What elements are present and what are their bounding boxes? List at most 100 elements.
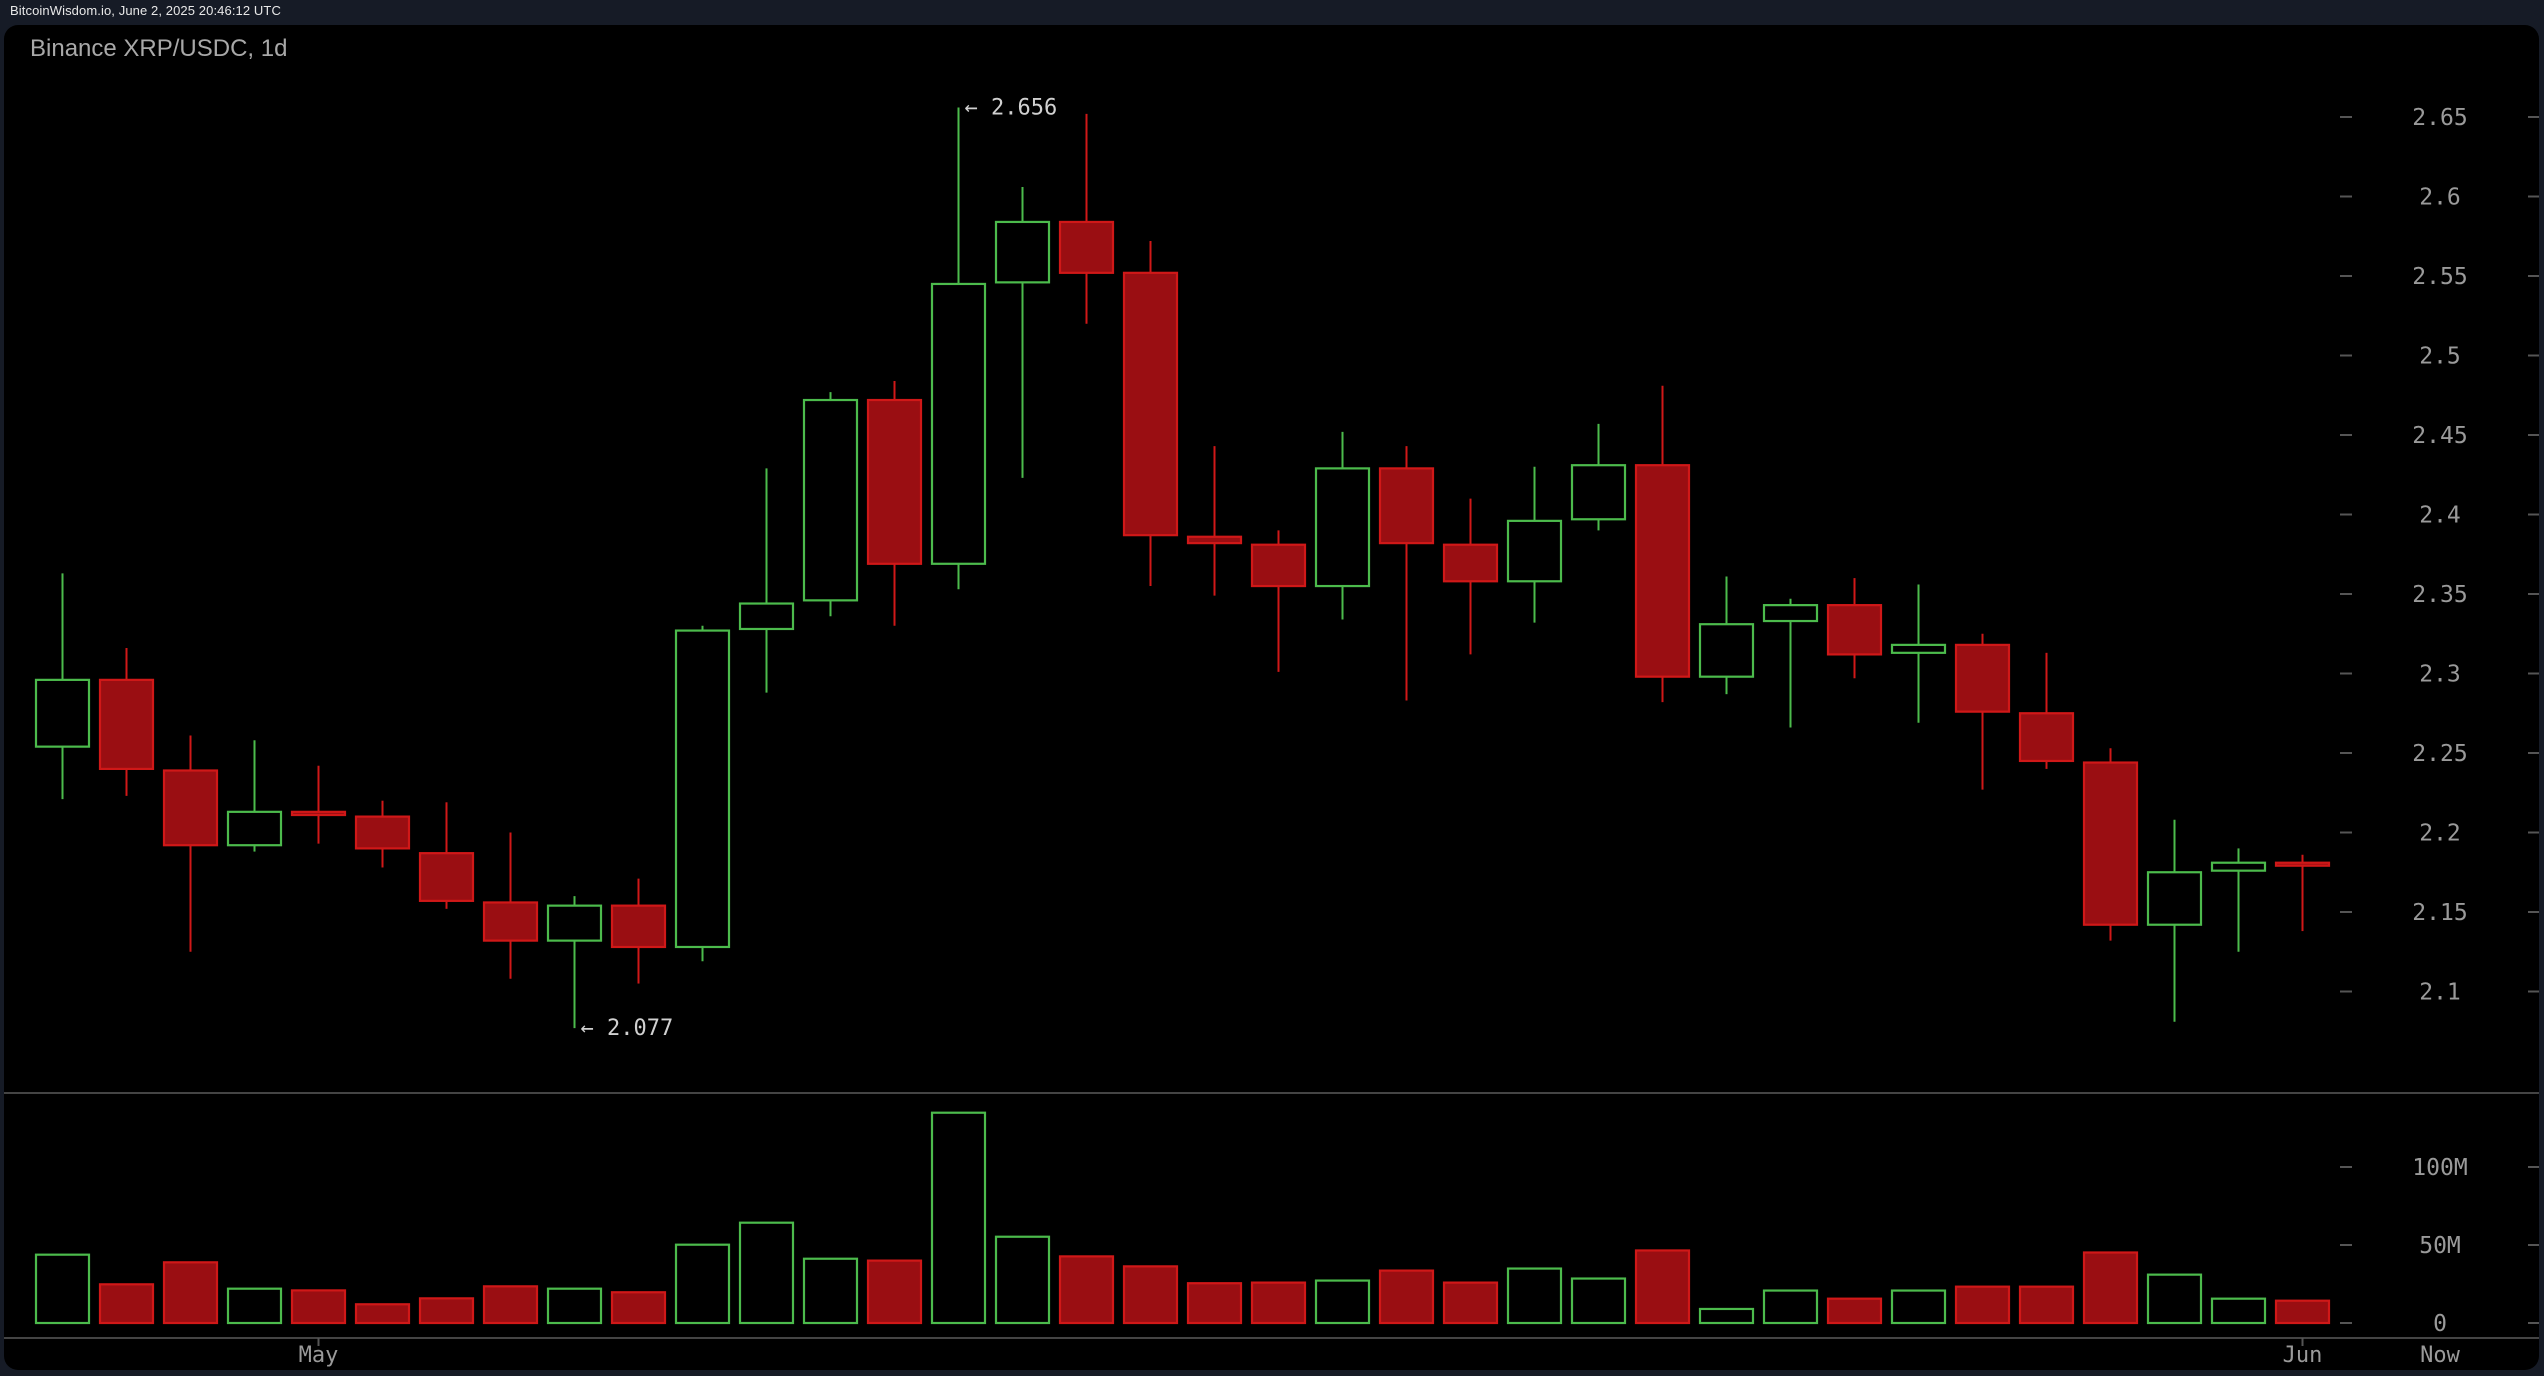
price-extreme-label: ← 2.077 [581,1016,674,1041]
volume-bar-down [2018,1285,2075,1325]
volume-bar-down [2274,1299,2331,1325]
volume-bar-down [1954,1285,2011,1325]
candle-up [34,573,91,800]
candles-layer [34,107,2331,1029]
candle-body [2146,871,2203,926]
volume-bar-down [1058,1255,1115,1325]
candle-up [1570,423,1627,531]
volume-bar-up [2146,1273,2203,1325]
price-tick-label: 2.65 [2412,105,2467,131]
candle-body [930,282,987,565]
price-extreme-label: ← 2.656 [965,95,1058,120]
candle-down [290,765,347,844]
candle-up [674,625,731,962]
candle-body [1442,543,1499,583]
candle-body [1506,519,1563,583]
volume-bar-down [610,1291,667,1325]
candle-body [1826,604,1883,656]
candle-body [1314,467,1371,588]
candle-body [1058,220,1115,274]
chart-title: Binance XRP/USDC, 1d [30,35,288,62]
price-tick-label: 2.15 [2412,900,2467,926]
candle-up [994,186,1051,478]
source-timestamp: BitcoinWisdom.io, June 2, 2025 20:46:12 … [10,3,281,18]
volume-bar-up [1570,1277,1627,1325]
candle-down [2082,748,2139,941]
candle-body [418,852,475,902]
candle-body [1890,643,1947,654]
candle-body [866,398,923,565]
volume-bar-up [546,1287,603,1325]
volume-bar-down [1826,1297,1883,1325]
volume-bar-down [1442,1281,1499,1325]
volume-bar-down [98,1283,155,1325]
candle-body [354,815,411,850]
candle-body [1250,543,1307,588]
candle-down [1058,113,1115,324]
candle-body [802,398,859,602]
candle-body [98,678,155,770]
candlestick-chart[interactable]: 2.1 2.15 2.2 2.25 2.3 2.35 2.4 2.45 2.5 2.55 2.6 2.… [4,25,2539,1370]
candle-down [866,380,923,626]
price-annotations: ← 2.656 ← 2.077 [581,95,1058,1041]
volume-bar-up [1698,1307,1755,1325]
volume-bar-up [34,1253,91,1325]
volume-bar-up [1314,1279,1371,1325]
candle-body [34,678,91,748]
volume-bar-up [226,1287,283,1325]
volume-bar-down [1186,1282,1243,1325]
chart-panel: Binance XRP/USDC, 1d 2.1 2.15 2.2 2.25 2.3 2.… [4,25,2539,1370]
candle-up [226,740,283,852]
price-tick-label: 2.5 [2419,344,2461,370]
candle-body [1122,271,1179,537]
candle-body [994,220,1051,284]
candle-body [290,810,347,817]
panel-dividers [4,1092,2539,1339]
candle-down [354,800,411,868]
candle-up [2210,848,2267,952]
volume-bar-down [290,1289,347,1325]
candle-down [418,802,475,909]
candle-body [610,904,667,949]
volume-bar-up [802,1257,859,1325]
candle-down [1954,633,2011,790]
price-tick-label: 2.6 [2419,185,2461,211]
volume-bar-down [1378,1269,1435,1325]
volume-bar-up [2210,1297,2267,1325]
price-tick-label: 2.45 [2412,423,2467,449]
volume-bar-down [162,1261,219,1325]
candle-down [1442,498,1499,655]
volume-bar-down [354,1303,411,1325]
candle-body [546,904,603,942]
candle-body [674,629,731,949]
candle-up [738,468,795,693]
candle-up [1762,598,1819,728]
candle-body [1570,464,1627,521]
candle-down [1250,530,1307,672]
candle-body [2274,861,2331,867]
volume-tick-label: 50M [2419,1233,2461,1259]
candle-down [2018,652,2075,769]
candle-body [2018,712,2075,763]
price-tick-label: 2.3 [2419,662,2461,688]
candle-down [1378,446,1435,701]
volume-bar-up [994,1235,1051,1325]
price-tick-label: 2.1 [2419,980,2461,1006]
candle-up [1890,584,1947,723]
candle-down [1634,385,1691,703]
candle-body [738,602,795,631]
volume-bar-down [866,1259,923,1325]
time-tick-label: May [299,1343,339,1368]
candle-body [1762,604,1819,623]
volume-bar-down [2082,1251,2139,1325]
volume-tick-label: 0 [2433,1311,2447,1337]
candle-body [482,901,539,942]
price-tick-label: 2.2 [2419,821,2461,847]
candle-body [162,769,219,847]
volume-bar-up [674,1243,731,1325]
volume-bar-down [1250,1281,1307,1325]
volume-bar-down [482,1285,539,1325]
candle-down [610,878,667,984]
candle-down [2274,854,2331,932]
time-axis: May Jun Now [299,1338,2461,1368]
